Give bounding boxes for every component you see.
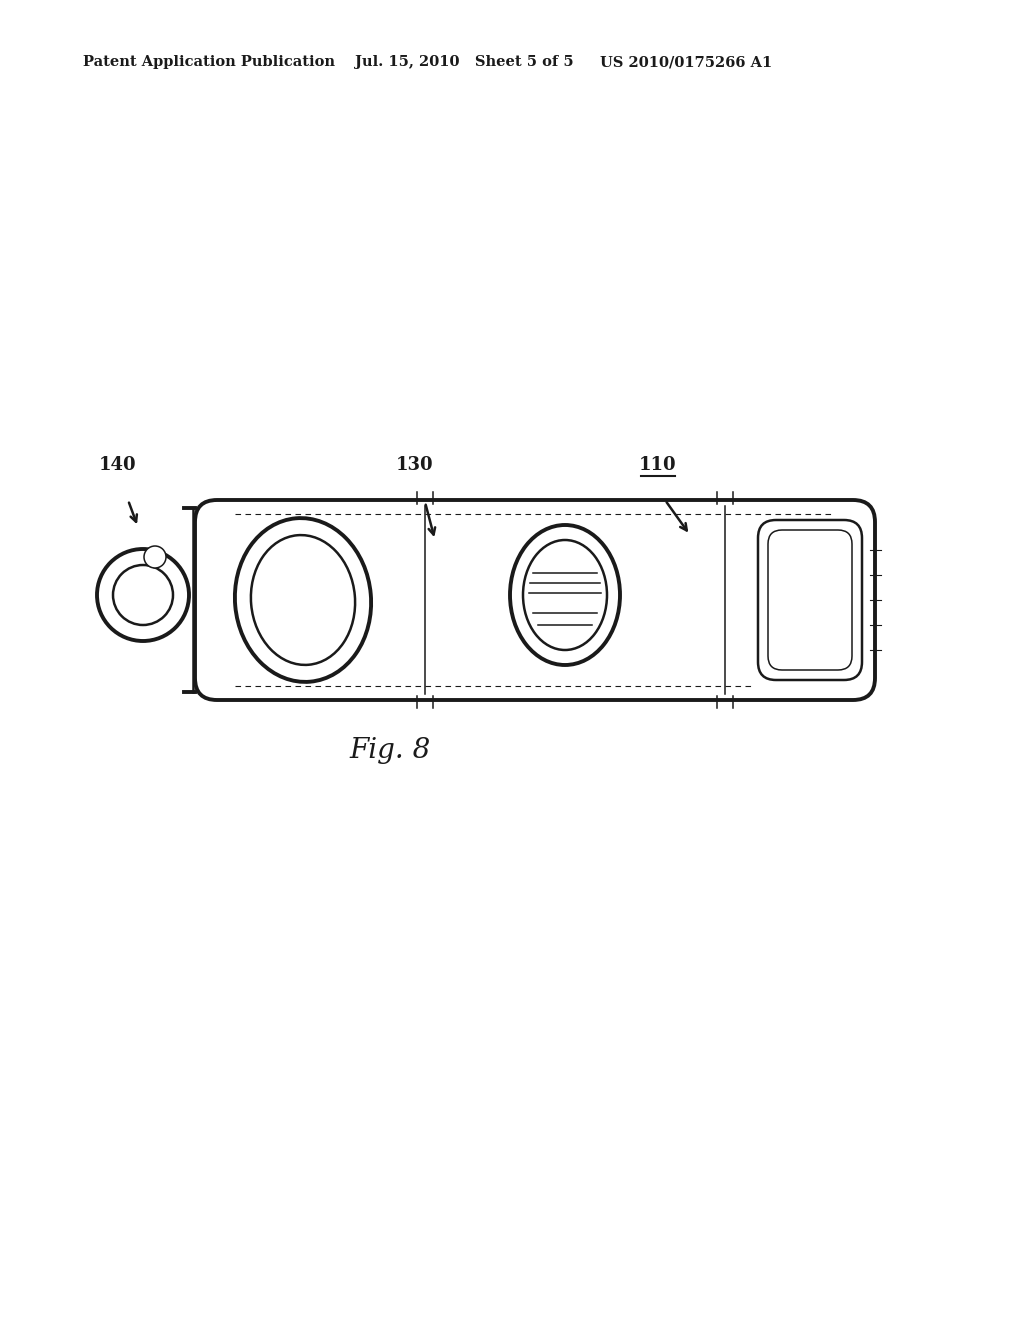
Text: US 2010/0175266 A1: US 2010/0175266 A1: [600, 55, 772, 69]
Text: 110: 110: [639, 455, 677, 474]
FancyBboxPatch shape: [195, 500, 874, 700]
Ellipse shape: [523, 540, 607, 649]
FancyBboxPatch shape: [758, 520, 862, 680]
FancyBboxPatch shape: [768, 531, 852, 671]
Ellipse shape: [510, 525, 620, 665]
Circle shape: [97, 549, 189, 642]
Circle shape: [113, 565, 173, 624]
Text: Jul. 15, 2010   Sheet 5 of 5: Jul. 15, 2010 Sheet 5 of 5: [355, 55, 573, 69]
Text: Fig. 8: Fig. 8: [349, 737, 431, 763]
Ellipse shape: [234, 517, 371, 682]
Text: Patent Application Publication: Patent Application Publication: [83, 55, 335, 69]
Ellipse shape: [251, 535, 355, 665]
Text: 130: 130: [396, 455, 434, 474]
Circle shape: [144, 546, 166, 568]
Text: 140: 140: [99, 455, 137, 474]
